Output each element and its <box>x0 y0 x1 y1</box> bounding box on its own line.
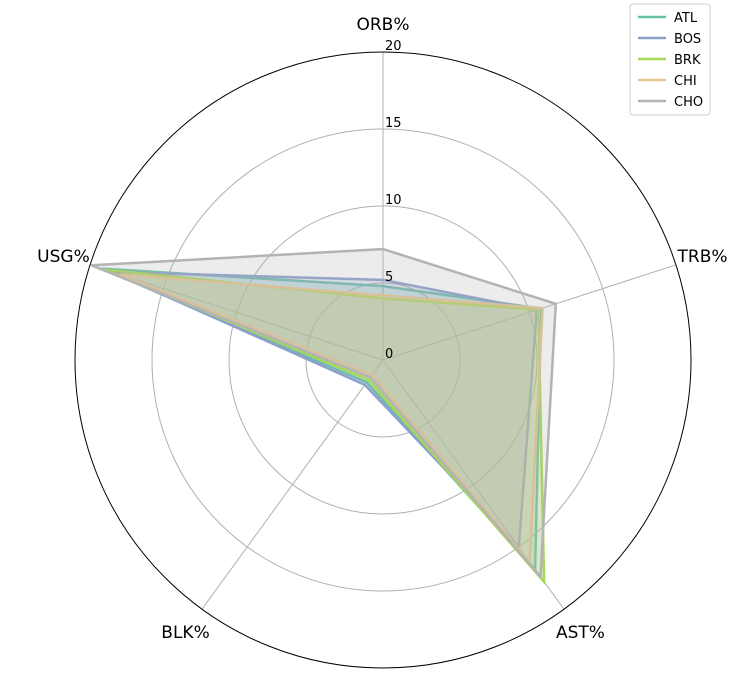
series-chi <box>118 273 544 566</box>
tick-label-5: 5 <box>385 270 393 285</box>
spoke-blk-pct <box>201 359 384 610</box>
legend-label-cho: CHO <box>674 95 703 110</box>
legend-box <box>629 3 711 116</box>
axis-label-usg-pct: USG% <box>37 247 90 267</box>
series-layer <box>91 247 558 586</box>
tick-label-15: 15 <box>385 116 402 131</box>
grid-layer <box>74 51 692 669</box>
legend-label-bos: BOS <box>674 32 701 47</box>
outer-frame <box>74 51 692 669</box>
tick-label-10: 10 <box>385 193 402 208</box>
axis-label-orb-pct: ORB% <box>356 15 409 35</box>
series-cho <box>91 247 558 580</box>
axis-label-blk-pct: BLK% <box>161 623 209 643</box>
spoke-usg-pct <box>89 264 384 361</box>
label-layer: 0 5 10 15 20 ORB% TRB% AST% BLK% USG% <box>37 15 727 643</box>
legend-label-atl: ATL <box>674 11 698 26</box>
axis-label-trb-pct: TRB% <box>677 247 728 267</box>
axis-label-ast-pct: AST% <box>556 623 605 643</box>
series-brk <box>104 268 546 586</box>
spoke-trb-pct <box>382 264 677 361</box>
tick-label-20: 20 <box>385 39 402 54</box>
legend-label-chi: CHI <box>674 74 697 89</box>
tick-label-0: 0 <box>385 347 393 362</box>
legend: ATL BOS BRK CHI CHO <box>629 3 711 116</box>
legend-label-brk: BRK <box>674 53 701 68</box>
